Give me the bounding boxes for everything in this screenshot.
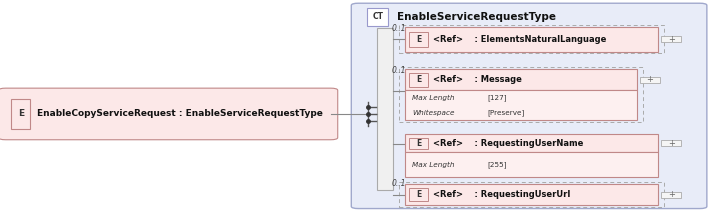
Text: EnableServiceRequestType: EnableServiceRequestType	[397, 12, 556, 22]
Bar	[661, 36, 681, 42]
Bar	[399, 25, 664, 53]
Bar	[409, 138, 428, 149]
Text: EnableCopyServiceRequest : EnableServiceRequestType: EnableCopyServiceRequest : EnableService…	[37, 109, 323, 118]
Text: <Ref>    : ElementsNaturalLanguage: <Ref> : ElementsNaturalLanguage	[433, 35, 607, 44]
Bar	[661, 140, 681, 146]
Bar	[405, 134, 658, 152]
Text: 0..1: 0..1	[392, 66, 406, 75]
Text: [127]: [127]	[487, 95, 506, 101]
Bar	[409, 73, 428, 87]
Bar	[661, 192, 681, 198]
Text: +: +	[668, 35, 675, 44]
Bar	[405, 184, 658, 205]
Bar	[11, 99, 30, 129]
Text: 0..1: 0..1	[392, 24, 406, 33]
Text: E: E	[18, 109, 24, 118]
Bar	[640, 77, 660, 83]
Text: <Ref>    : RequestingUserName: <Ref> : RequestingUserName	[433, 139, 584, 148]
Text: Max Length: Max Length	[412, 162, 455, 168]
Text: <Ref>    : Message: <Ref> : Message	[433, 75, 522, 84]
Text: +: +	[668, 190, 675, 199]
Bar	[409, 32, 428, 47]
Text: E: E	[416, 139, 421, 148]
Text: E: E	[416, 35, 421, 44]
Text: <Ref>    : RequestingUserUrl: <Ref> : RequestingUserUrl	[433, 190, 570, 199]
FancyBboxPatch shape	[351, 3, 707, 209]
FancyBboxPatch shape	[0, 88, 338, 140]
Text: [Preserve]: [Preserve]	[487, 110, 524, 116]
Text: [255]: [255]	[487, 161, 506, 168]
Bar	[399, 67, 643, 122]
Bar	[405, 152, 658, 177]
Text: Max Length: Max Length	[412, 95, 455, 101]
Text: +: +	[668, 139, 675, 148]
Bar	[405, 27, 658, 52]
Text: 0..1: 0..1	[392, 179, 406, 188]
Bar	[367, 8, 388, 26]
Bar	[405, 91, 637, 120]
Text: E: E	[416, 75, 421, 84]
Text: +: +	[646, 75, 653, 84]
Bar	[399, 182, 664, 207]
Bar	[409, 188, 428, 201]
Bar	[405, 69, 637, 91]
Text: Whitespace: Whitespace	[412, 110, 455, 116]
Text: E: E	[416, 190, 421, 199]
Bar	[377, 28, 393, 190]
Text: CT: CT	[372, 12, 383, 21]
